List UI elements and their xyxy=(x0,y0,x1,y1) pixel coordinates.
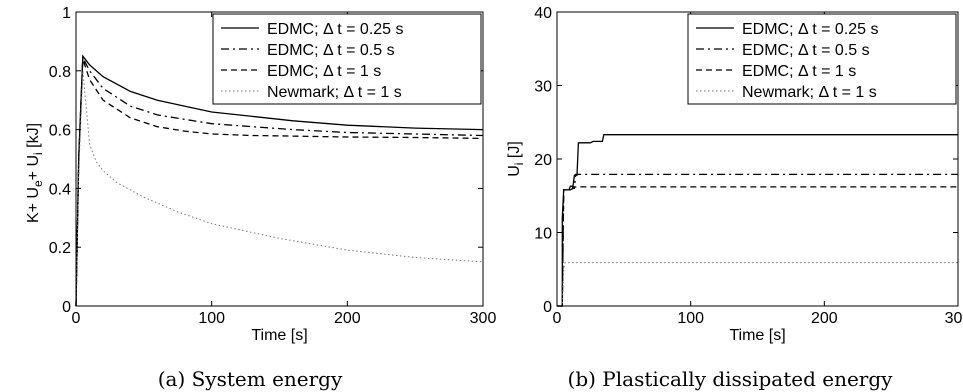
series-line-4 xyxy=(75,70,484,307)
y-axis-label-subscript: i xyxy=(512,163,526,166)
y-tick-label: 0.2 xyxy=(49,240,71,257)
series-line-2 xyxy=(557,173,958,307)
series-line-3 xyxy=(75,58,484,307)
series-line-3 xyxy=(557,186,958,307)
y-tick-label: 1 xyxy=(62,5,71,22)
y-axis-label-subscript: e xyxy=(31,180,45,187)
y-tick-label: 0.8 xyxy=(49,64,71,81)
chart-panel-1: 0 100 200 300 0 0.2 0.4 0.6 0.8 1 Time [s] K+ Ue+ U… xyxy=(25,5,496,391)
y-tick-label: 40 xyxy=(534,5,552,22)
x-tick-label: 0 xyxy=(72,310,81,327)
x-tick-label: 200 xyxy=(811,310,838,327)
legend-box xyxy=(687,13,957,105)
y-axis-label-part: + U xyxy=(25,155,42,180)
y-tick-label: 0 xyxy=(543,299,552,316)
x-axis-label: Time [s] xyxy=(729,327,785,344)
x-axis-label: Time [s] xyxy=(251,327,307,344)
series-line-1 xyxy=(557,134,958,307)
y-axis-label: K+ Ue+ Ui [kJ] xyxy=(25,123,45,223)
x-tick-label: 100 xyxy=(198,310,225,327)
legend-entry: EDMC; Δ t = 0.5 s xyxy=(267,42,395,59)
legend-entry: Newmark; Δ t = 1 s xyxy=(742,84,877,101)
legend-entry: EDMC; Δ t = 0.25 s xyxy=(742,21,879,38)
chart-panel-2: 0 100 200 300 0 10 20 30 40 Time [s] Ui [J] EDMC; Δ… xyxy=(506,5,963,391)
y-tick-label: 10 xyxy=(534,226,552,243)
legend-entry: EDMC; Δ t = 0.5 s xyxy=(742,42,870,59)
series-line-4 xyxy=(557,262,958,307)
x-tick-label: 100 xyxy=(677,310,704,327)
series-line-1 xyxy=(75,54,484,307)
figure-caption: (b) Plastically dissipated energy xyxy=(568,367,894,391)
y-axis-label-part: K+ U xyxy=(25,187,42,223)
legend-entry: EDMC; Δ t = 1 s xyxy=(267,63,381,80)
legend-entry: EDMC; Δ t = 1 s xyxy=(742,63,856,80)
y-axis-label-part: [kJ] xyxy=(25,123,42,152)
plot-frame xyxy=(75,11,484,307)
y-axis-label-part: U xyxy=(506,165,523,177)
legend-entry: Newmark; Δ t = 1 s xyxy=(267,84,402,101)
legend-entry: EDMC; Δ t = 0.25 s xyxy=(267,21,404,38)
x-tick-label: 300 xyxy=(945,310,963,327)
legend-box xyxy=(212,13,482,105)
figure-caption: (a) System energy xyxy=(158,367,343,391)
y-axis-label-subscript: i xyxy=(31,152,45,155)
y-axis-label: Ui [J] xyxy=(506,141,526,177)
series-line-2 xyxy=(75,55,484,307)
y-tick-label: 0 xyxy=(62,299,71,316)
x-tick-label: 200 xyxy=(334,310,361,327)
y-tick-label: 20 xyxy=(534,152,552,169)
x-tick-label: 0 xyxy=(553,310,562,327)
y-tick-label: 30 xyxy=(534,79,552,96)
y-tick-label: 0.6 xyxy=(49,123,71,140)
y-tick-label: 0.4 xyxy=(49,181,71,198)
y-axis-label-part: [J] xyxy=(506,141,523,162)
x-tick-label: 300 xyxy=(470,310,497,327)
